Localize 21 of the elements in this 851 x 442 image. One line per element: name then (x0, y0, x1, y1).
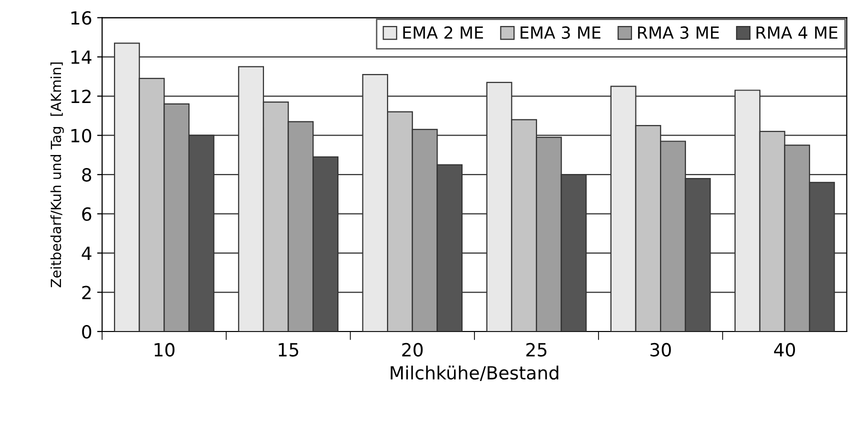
y-tick-label: 14 (71, 50, 92, 64)
legend-label: EMA 3 ME (520, 26, 600, 39)
y-tick-label: 2 (82, 286, 91, 300)
y-tick-label: 6 (82, 207, 92, 221)
y-tick-label: 12 (71, 90, 91, 103)
legend-label: RMA 4 ME (756, 26, 838, 39)
y-tick-label: 0 (82, 324, 92, 339)
y-tick-label: 10 (71, 128, 92, 142)
x-tick-label: 25 (526, 342, 546, 357)
y-tick-label: 8 (82, 168, 92, 182)
y-axis-title: Zeitbedarf/Kuh und Tag [AKmin] (50, 62, 64, 288)
y-tick-label: 16 (71, 11, 92, 25)
x-tick-label: 10 (154, 342, 174, 357)
x-tick-label: 40 (774, 342, 795, 357)
legend-label: RMA 3 ME (638, 26, 719, 39)
legend-label: EMA 2 ME (403, 26, 483, 39)
x-tick-label: 30 (650, 342, 671, 357)
x-tick-label: 20 (402, 342, 423, 357)
y-tick-label: 4 (82, 246, 92, 260)
x-axis-title: Milchkühe/Bestand (390, 366, 558, 382)
x-tick-label: 15 (278, 343, 298, 357)
